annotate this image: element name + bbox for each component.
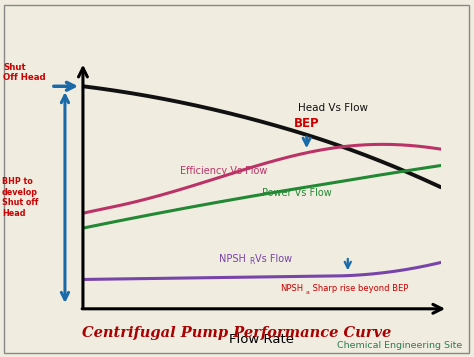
Text: R: R xyxy=(249,257,255,266)
Text: Head Vs Flow: Head Vs Flow xyxy=(298,103,368,113)
Text: Vs Flow: Vs Flow xyxy=(255,254,292,264)
Text: Efficiency Vs Flow: Efficiency Vs Flow xyxy=(180,166,267,176)
Text: BHP to
develop
Shut off
Head: BHP to develop Shut off Head xyxy=(2,177,38,218)
Text: Power Vs Flow: Power Vs Flow xyxy=(262,188,332,198)
Text: Centrifugal Pump Performance Curve: Centrifugal Pump Performance Curve xyxy=(82,326,392,340)
Text: Flow Rate: Flow Rate xyxy=(229,333,294,346)
Text: Chemical Engineering Site: Chemical Engineering Site xyxy=(337,342,463,351)
Text: Shut
Off Head: Shut Off Head xyxy=(3,63,46,82)
Text: NPSH: NPSH xyxy=(219,254,246,264)
Text: BEP: BEP xyxy=(294,117,319,130)
Text: a: a xyxy=(306,290,310,295)
Text: Sharp rise beyond BEP: Sharp rise beyond BEP xyxy=(310,284,409,293)
Text: NPSH: NPSH xyxy=(280,284,303,293)
